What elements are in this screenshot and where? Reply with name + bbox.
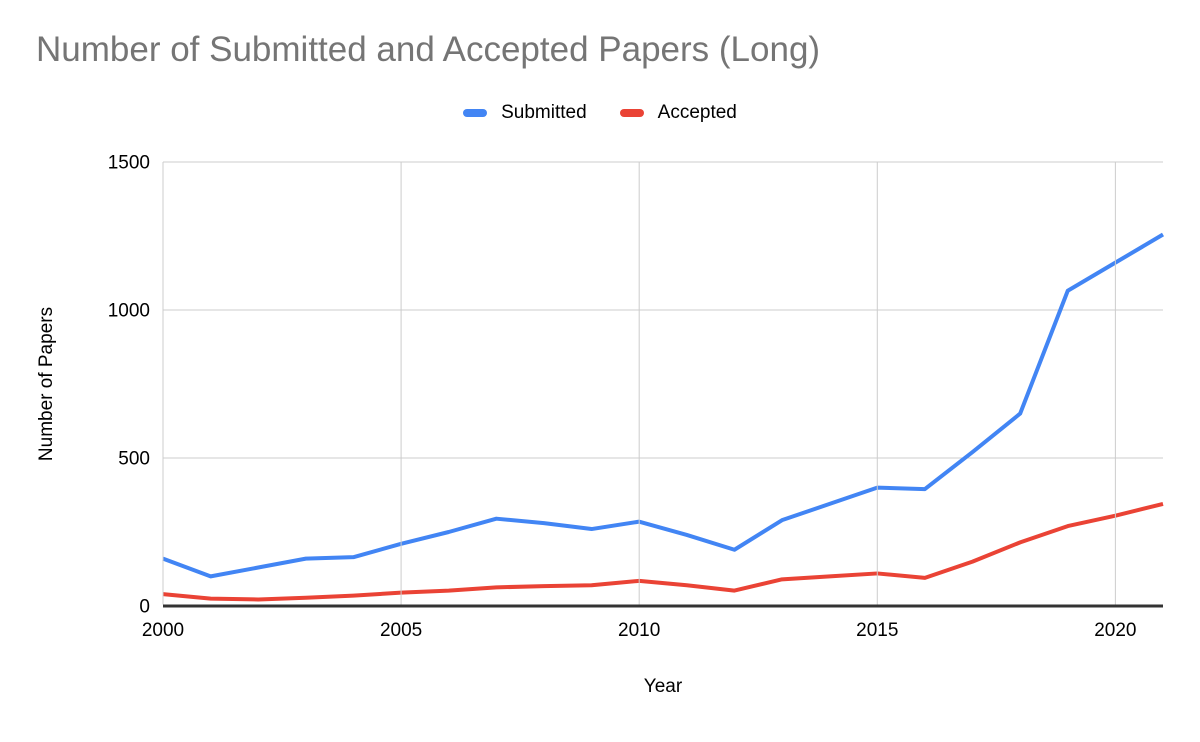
submitted-series-swatch [463, 109, 488, 117]
legend-item-accepted: Accepted [619, 102, 737, 124]
submitted-line [162, 232, 1165, 579]
horizontal-gridlines [163, 161, 1163, 459]
y-tick-label: 500 [118, 449, 150, 470]
x-axis-title: Year [644, 676, 683, 697]
series-lines [162, 232, 1165, 602]
legend: Submitted Accepted [0, 100, 1200, 126]
x-tick-label: 2005 [380, 620, 422, 641]
x-tick-label: 2020 [1094, 620, 1136, 641]
y-tick-label: 0 [139, 597, 150, 618]
chart-title: Number of Submitted and Accepted Papers … [36, 30, 821, 69]
legend-label-submitted: Submitted [501, 102, 587, 123]
y-axis-title: Number of Papers [36, 307, 57, 461]
accepted-line [162, 501, 1164, 602]
y-tick-label: 1000 [108, 301, 150, 322]
x-tick-label: 2010 [618, 620, 660, 641]
y-tick-label: 1500 [108, 153, 150, 174]
accepted-series-swatch [619, 109, 644, 117]
legend-label-accepted: Accepted [657, 102, 737, 123]
legend-item-submitted: Submitted [463, 102, 587, 124]
x-tick-label: 2015 [856, 620, 898, 641]
x-tick-label: 2000 [142, 620, 184, 641]
tick-labels: 0 500 1000 1500 2000 2005 2010 2015 2020 [108, 153, 1137, 642]
vertical-gridlines [162, 162, 1116, 605]
